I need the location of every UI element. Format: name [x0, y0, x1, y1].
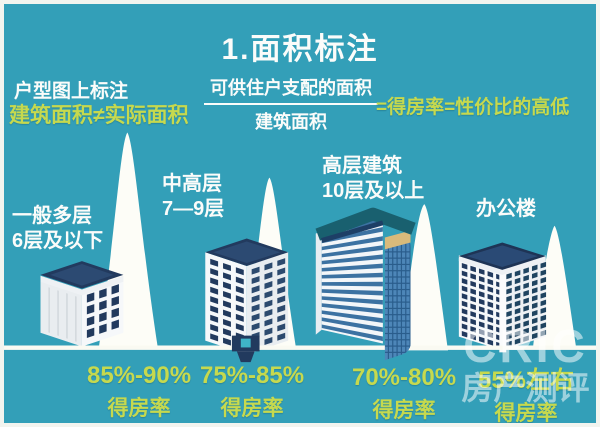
type-line2: 6层及以下	[12, 230, 104, 252]
floorplan-note-line2: 建筑面积≠实际面积	[9, 104, 189, 127]
building-midrise-entrance	[231, 335, 260, 363]
type-line1: 高层建筑	[322, 155, 402, 177]
building-highrise	[315, 207, 416, 361]
rate-label: 得房率	[220, 397, 284, 420]
type-line2: 10层及以上	[322, 180, 425, 202]
formula-result: =得房率=性价比的高低	[376, 97, 570, 118]
rate-value: 70%-80%	[351, 364, 457, 391]
building-type-label-office: 办公楼	[476, 197, 536, 222]
buildings-illustration	[4, 132, 596, 363]
type-line1: 办公楼	[476, 198, 536, 220]
usable-area-formula: 可供住户支配的面积 建筑面积	[202, 74, 380, 134]
rate-block-lowrise: 85%-90% 得房率	[59, 362, 219, 422]
formula-denominator: 建筑面积	[255, 112, 327, 132]
rate-block-highrise: 70%-80% 得房率	[324, 364, 484, 423]
fraction-bar	[204, 103, 378, 105]
formula-numerator: 可供住户支配的面积	[210, 78, 372, 98]
peak-3	[400, 204, 448, 351]
floorplan-note-line1: 户型图上标注	[14, 81, 129, 102]
building-office	[458, 242, 547, 353]
building-lowrise	[40, 261, 124, 347]
building-type-label-lowrise: 一般多层 6层及以下	[12, 204, 103, 254]
rate-label: 得房率	[107, 397, 171, 420]
rate-label: 得房率	[372, 399, 436, 422]
rate-value: 75%-85%	[199, 362, 305, 389]
building-type-label-highrise: 高层建筑 10层及以上	[322, 154, 424, 204]
page-title: 1.面积标注	[221, 33, 379, 66]
rate-value: 85%-90%	[86, 362, 192, 389]
type-line2: 7—9层	[162, 198, 225, 220]
rate-block-office: 55%左右 得房率	[446, 360, 596, 425]
type-line1: 中高层	[162, 173, 222, 195]
rate-block-midrise: 75%-85% 得房率	[172, 362, 332, 422]
ground-line	[4, 345, 596, 350]
rate-label: 得房率	[494, 402, 558, 425]
building-type-label-midrise: 中高层 7—9层	[162, 172, 224, 222]
rate-value: 55%左右	[477, 367, 575, 394]
type-line1: 一般多层	[12, 205, 92, 227]
